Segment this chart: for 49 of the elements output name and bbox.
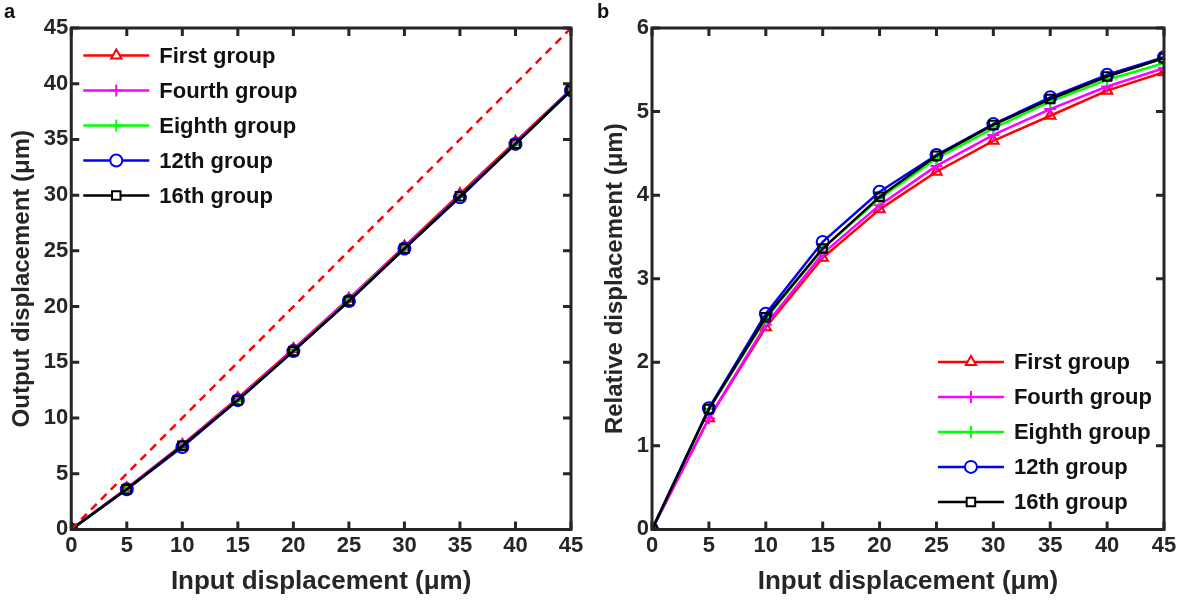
x-tick-label: 20 (867, 531, 892, 557)
y-tick-label: 5 (636, 97, 650, 123)
y-tick-label: 15 (43, 348, 69, 374)
x-tick-label: 40 (1094, 531, 1120, 557)
y-tick-label: 30 (43, 181, 69, 207)
x-axis-title: Input displacement (μm) (170, 564, 472, 595)
x-tick-label: 45 (1151, 531, 1177, 557)
x-tick-label: 35 (1037, 531, 1063, 557)
y-tick-label: 10 (43, 404, 69, 430)
x-axis-title: Input displacement (μm) (757, 564, 1059, 595)
y-tick-label: 35 (43, 125, 69, 151)
y-tick-label: 20 (43, 292, 69, 318)
y-tick-label: 2 (636, 348, 650, 374)
x-tick-label: 25 (924, 531, 949, 557)
legend-label: Eighth group (1013, 418, 1151, 444)
x-tick-label: 20 (281, 531, 306, 557)
x-tick-label: 35 (447, 531, 473, 557)
legend-label: 12th group (1013, 453, 1128, 479)
x-tick-label: 30 (392, 531, 417, 557)
legend-label: 16th group (1013, 488, 1128, 514)
y-tick-label: 5 (56, 459, 69, 485)
y-tick-label: 1 (636, 431, 650, 457)
y-tick-label: 40 (43, 69, 69, 95)
x-tick-label: 5 (120, 531, 133, 557)
legend-label: First group (1013, 348, 1131, 374)
legend-label: Fourth group (159, 77, 298, 103)
legend-label: 12th group (159, 147, 273, 173)
legend-label: Fourth group (1013, 383, 1153, 409)
x-tick-label: 5 (702, 531, 716, 557)
chart-title: a (4, 0, 16, 22)
chart-title: b (597, 0, 610, 22)
x-tick-label: 10 (170, 531, 195, 557)
y-tick-label: 45 (43, 14, 69, 40)
y-tick-label: 6 (636, 14, 650, 40)
x-tick-label: 30 (981, 531, 1006, 557)
x-tick-label: 40 (503, 531, 528, 557)
x-tick-label: 15 (225, 531, 251, 557)
x-tick-label: 25 (336, 531, 362, 557)
y-tick-label: 25 (43, 236, 69, 262)
x-tick-label: 15 (810, 531, 835, 557)
legend-label: First group (159, 42, 276, 68)
y-tick-label: 3 (636, 264, 650, 290)
y-tick-label: 4 (636, 181, 650, 207)
legend-label: 16th group (159, 182, 273, 208)
legend-label: Eighth group (159, 112, 297, 138)
y-axis-title: Output displacement (μm) (7, 130, 35, 428)
x-tick-label: 45 (558, 531, 584, 557)
x-tick-label: 10 (753, 531, 779, 557)
y-axis-title: Relative displacement (μm) (600, 123, 628, 435)
